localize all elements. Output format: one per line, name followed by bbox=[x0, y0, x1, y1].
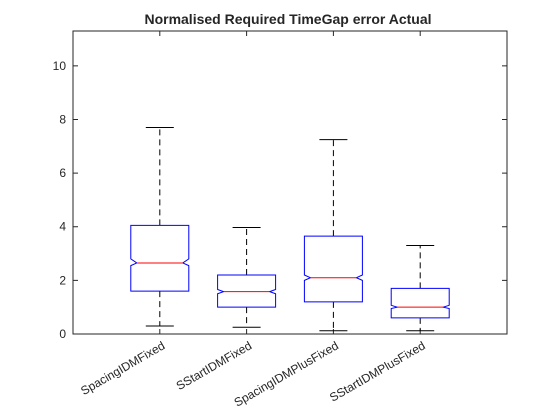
y-tick-label: 4 bbox=[59, 220, 66, 234]
box-2 bbox=[303, 235, 363, 303]
y-tick-label: 6 bbox=[59, 166, 66, 180]
box-1 bbox=[217, 274, 277, 308]
box-3 bbox=[390, 287, 450, 319]
x-category-label: SStartIDMPlusFixed bbox=[327, 338, 428, 404]
box-0 bbox=[130, 224, 190, 292]
axes-frame bbox=[72, 30, 508, 335]
y-tick-label: 8 bbox=[59, 112, 66, 126]
y-tick-label: 10 bbox=[53, 59, 67, 73]
x-category-label: SStartIDMFixed bbox=[174, 338, 254, 392]
y-tick-label: 0 bbox=[59, 327, 66, 341]
x-category-label: SpacingIDMFixed bbox=[78, 338, 167, 397]
y-tick-label: 2 bbox=[59, 273, 66, 287]
chart-title: Normalised Required TimeGap error Actual bbox=[144, 11, 431, 27]
